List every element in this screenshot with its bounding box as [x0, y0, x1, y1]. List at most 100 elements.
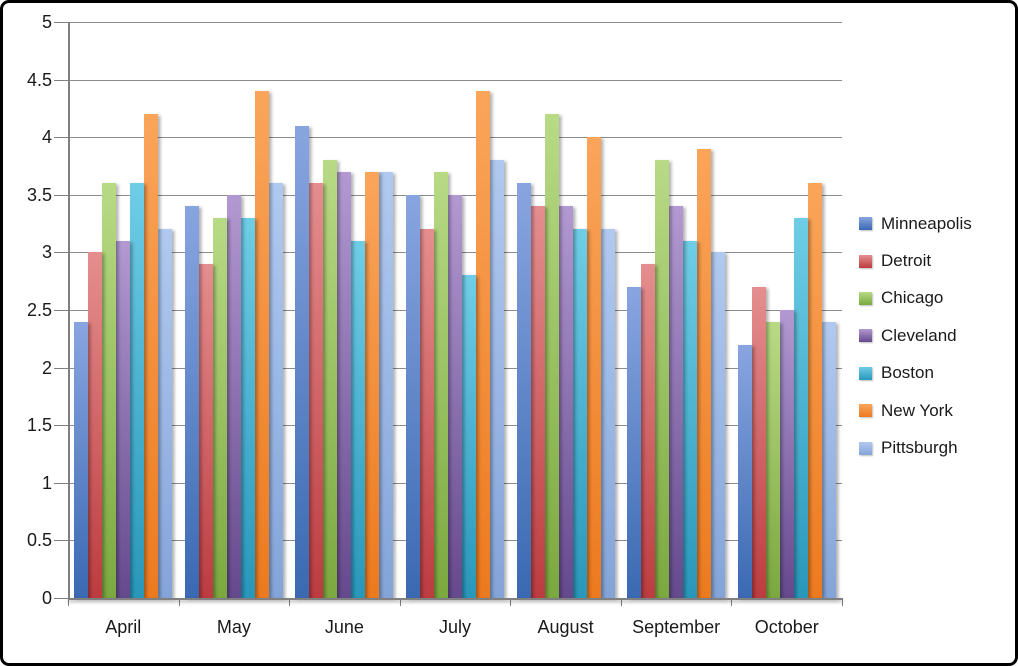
- legend-item-cleveland[interactable]: Cleveland: [859, 317, 972, 354]
- y-tick: [54, 310, 68, 311]
- bar-boston-june[interactable]: [351, 240, 366, 598]
- y-tick: [54, 367, 68, 369]
- bar-minneapolis-july[interactable]: [406, 194, 420, 598]
- x-axis-label: July: [438, 617, 471, 637]
- bar-minneapolis-april[interactable]: [74, 321, 89, 598]
- legend-item-pittsburgh[interactable]: Pittsburgh: [859, 429, 972, 466]
- y-axis-label: 3: [41, 242, 52, 263]
- y-axis-label: 4: [41, 127, 52, 148]
- x-tick: [68, 598, 69, 606]
- y-tick: [54, 22, 68, 23]
- legend-label: Detroit: [881, 251, 932, 271]
- y-tick: [54, 598, 68, 599]
- legend-item-chicago[interactable]: Chicago: [859, 280, 972, 317]
- bar-pittsburgh-april[interactable]: [158, 229, 173, 598]
- x-axis-label: October: [754, 617, 819, 637]
- bar-chicago-may[interactable]: [212, 217, 227, 598]
- bar-cleveland-october[interactable]: [779, 310, 794, 598]
- bar-chicago-april[interactable]: [102, 183, 117, 598]
- legend-label: Boston: [881, 363, 934, 383]
- bar-new-york-june[interactable]: [365, 171, 380, 598]
- bar-new-york-september[interactable]: [697, 148, 712, 598]
- bar-minneapolis-september[interactable]: [627, 286, 642, 598]
- bar-chicago-october[interactable]: [765, 321, 780, 598]
- bar-cleveland-april[interactable]: [116, 240, 131, 598]
- x-axis-label: April: [105, 617, 142, 637]
- x-tick: [620, 598, 622, 606]
- y-tick: [54, 482, 68, 484]
- legend-swatch-chicago: [859, 291, 872, 305]
- bar-minneapolis-october[interactable]: [737, 344, 752, 598]
- bar-pittsburgh-september[interactable]: [711, 252, 726, 598]
- bar-boston-july[interactable]: [461, 275, 476, 598]
- bar-detroit-may[interactable]: [198, 263, 213, 598]
- x-axis-label: May: [216, 617, 251, 637]
- legend-item-boston[interactable]: Boston: [859, 355, 972, 392]
- x-tick: [399, 598, 401, 606]
- x-axis-label: June: [324, 617, 364, 637]
- bar-detroit-june[interactable]: [309, 183, 324, 598]
- y-axis-label: 2.5: [26, 300, 52, 320]
- bar-minneapolis-may[interactable]: [184, 206, 199, 598]
- y-axis-label: 3.5: [26, 184, 52, 205]
- y-tick: [54, 252, 68, 254]
- legend-swatch-boston: [859, 366, 872, 380]
- bar-detroit-september[interactable]: [641, 263, 656, 598]
- bar-pittsburgh-may[interactable]: [268, 183, 283, 598]
- y-axis-label: 2: [41, 357, 52, 378]
- y-tick: [54, 194, 68, 196]
- x-axis-label: September: [632, 617, 721, 637]
- bar-new-york-april[interactable]: [144, 114, 159, 598]
- x-tick: [842, 598, 843, 606]
- bar-boston-october[interactable]: [793, 217, 808, 598]
- bar-detroit-october[interactable]: [751, 286, 766, 598]
- bar-cleveland-august[interactable]: [558, 206, 573, 598]
- legend-label: Pittsburgh: [881, 438, 958, 458]
- legend-label: New York: [881, 400, 953, 420]
- y-axis-label: 1.5: [26, 415, 52, 436]
- bar-minneapolis-august[interactable]: [516, 183, 531, 598]
- legend-swatch-detroit: [859, 254, 872, 268]
- bar-cleveland-may[interactable]: [226, 194, 241, 598]
- gridline: [68, 137, 842, 139]
- bar-chicago-july[interactable]: [434, 171, 448, 598]
- x-tick: [289, 598, 291, 606]
- y-axis-label: 0: [41, 588, 52, 608]
- bar-boston-april[interactable]: [130, 183, 145, 598]
- legend-label: Minneapolis: [881, 213, 972, 233]
- legend-swatch-cleveland: [859, 329, 872, 343]
- x-tick: [510, 598, 512, 606]
- x-axis-label: August: [537, 617, 594, 637]
- bar-pittsburgh-june[interactable]: [379, 171, 394, 598]
- bar-cleveland-july[interactable]: [448, 194, 462, 598]
- bar-new-york-october[interactable]: [807, 183, 822, 598]
- legend-item-new-york[interactable]: New York: [859, 392, 972, 429]
- bar-minneapolis-june[interactable]: [295, 125, 310, 598]
- bar-detroit-july[interactable]: [420, 229, 434, 598]
- bar-pittsburgh-july[interactable]: [489, 160, 504, 598]
- y-axis-label: 5: [41, 12, 52, 32]
- bar-pittsburgh-october[interactable]: [821, 321, 836, 598]
- bar-new-york-august[interactable]: [586, 137, 601, 598]
- y-axis-label: 0.5: [26, 530, 52, 551]
- bar-detroit-august[interactable]: [530, 206, 545, 598]
- x-axis-line: [68, 598, 842, 600]
- x-tick: [731, 598, 733, 606]
- bar-cleveland-june[interactable]: [337, 171, 352, 598]
- bar-chicago-june[interactable]: [323, 160, 338, 598]
- bar-new-york-may[interactable]: [254, 91, 269, 598]
- bar-chicago-august[interactable]: [544, 114, 559, 598]
- legend-item-minneapolis[interactable]: Minneapolis: [859, 205, 972, 242]
- bar-detroit-april[interactable]: [88, 252, 103, 598]
- bar-chicago-september[interactable]: [655, 160, 670, 598]
- legend-item-detroit[interactable]: Detroit: [859, 242, 972, 279]
- legend-swatch-minneapolis: [859, 217, 872, 231]
- bar-boston-august[interactable]: [572, 229, 587, 598]
- bar-pittsburgh-august[interactable]: [600, 229, 615, 598]
- gridline: [68, 22, 842, 23]
- bar-new-york-july[interactable]: [475, 91, 490, 598]
- bar-boston-september[interactable]: [683, 240, 698, 598]
- bar-cleveland-september[interactable]: [669, 206, 684, 598]
- bar-boston-may[interactable]: [240, 217, 255, 598]
